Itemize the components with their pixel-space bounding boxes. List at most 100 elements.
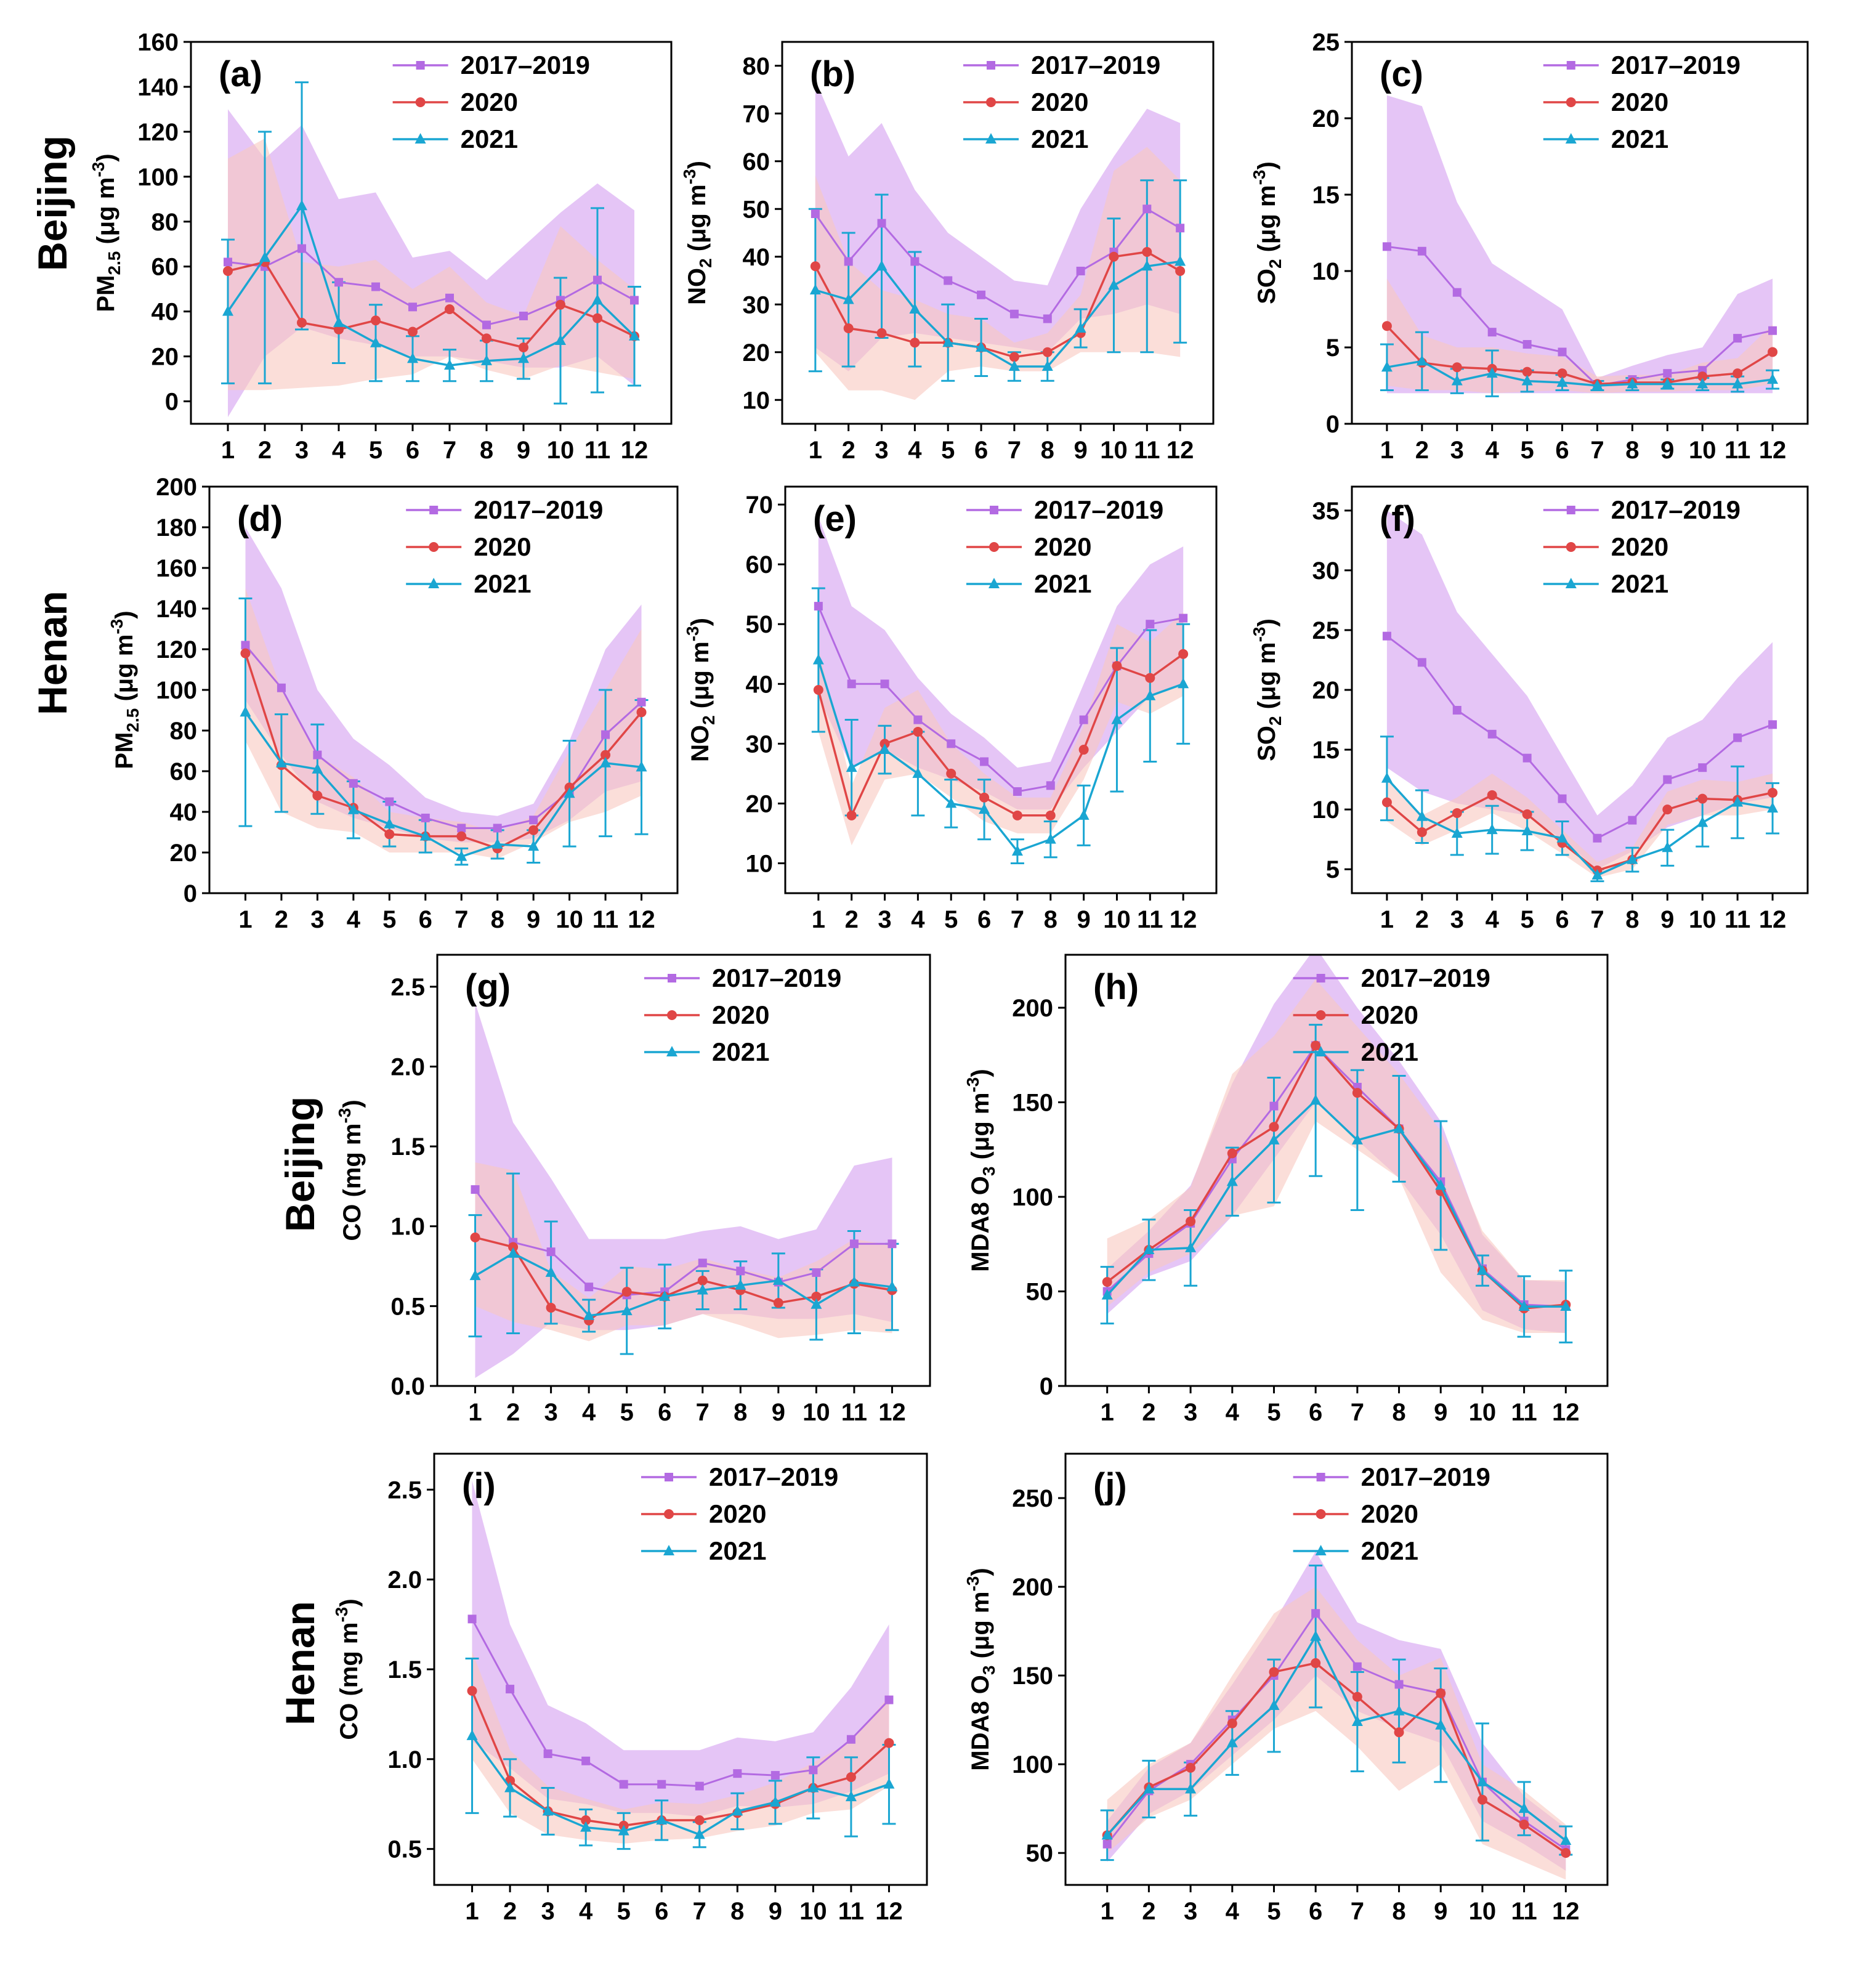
x-tick-label: 5 [1520,906,1534,933]
band-2017-2019 [1386,95,1773,394]
marker-triangle [659,1290,671,1301]
x-axis: 1 2 3 4 5 6 7 8 9 10 11 12 [812,893,1197,933]
marker-triangle [876,260,887,271]
y-label-subscript: 2.5 [123,708,142,732]
marker-square [812,1268,821,1277]
marker-circle [843,323,854,333]
marker-triangle [583,1309,595,1320]
x-tick-label: 1 [809,437,822,464]
x-tick-label: 5 [1267,1898,1280,1925]
marker-circle [846,1772,856,1782]
y-label-subscript: 2 [699,715,718,725]
x-tick-label: 7 [443,437,456,464]
marker-triangle [945,797,957,808]
legend-marker-circle [415,97,426,107]
marker-circle [1768,787,1778,798]
marker-triangle [812,654,824,665]
y-label-subscript: 2 [696,258,715,268]
x-tick-label: 12 [1552,1399,1580,1426]
x-tick-label: 12 [878,1399,906,1426]
marker-square [1043,314,1052,323]
y-label-close: ) [92,153,119,161]
legend: 2017–2019 2020 2021 [1543,495,1741,598]
marker-triangle [592,294,603,305]
marker-square [1487,729,1497,739]
marker-triangle [296,200,307,211]
y-tick-label: 0 [165,389,179,416]
y-label-subscript: 2.5 [105,251,124,275]
x-tick-label: 5 [617,1898,631,1925]
y-label-close: ) [967,1069,994,1077]
region-label-beijing-1: Beijing [30,136,75,271]
y-tick-label: 150 [1012,1663,1053,1690]
y-tick-label: 0 [1326,411,1340,438]
error-bars-2021 [811,587,1191,864]
marker-circle [1012,810,1022,820]
marker-triangle [1045,833,1056,844]
marker-circle [556,299,565,310]
x-tick-label: 4 [1226,1399,1240,1426]
x-tick-label: 5 [941,437,955,464]
legend: 2017–2019 2020 2021 [644,963,841,1066]
marker-square [814,602,823,611]
marker-triangle [886,1281,898,1292]
y-tick-label: 0 [1040,1373,1053,1400]
x-tick-label: 3 [878,906,891,933]
series-markers-2017-2019 [1382,631,1777,843]
legend-label: 2020 [1034,532,1091,561]
y-label-close: ) [1253,618,1280,626]
legend: 2017–2019 2020 2021 [1293,1462,1490,1565]
marker-triangle [259,251,270,262]
x-tick-label: 2 [503,1898,517,1925]
marker-circle [1078,745,1089,755]
x-tick-label: 2 [1415,906,1429,933]
x-tick-label: 3 [1184,1399,1197,1426]
x-tick-label: 11 [1134,437,1160,464]
series-markers-2021 [469,1247,898,1320]
y-tick-label: 1.0 [390,1213,425,1241]
marker-square [947,739,956,748]
x-tick-label: 6 [977,906,991,933]
marker-triangle [1732,378,1744,389]
legend-label: 2020 [1611,87,1668,116]
marker-square [887,1239,897,1249]
x-tick-label: 6 [1309,1898,1322,1925]
marker-square [1179,614,1188,623]
plot-area [808,80,1187,400]
y-label-base: SO [1253,726,1280,761]
y-label-subscript: 2 [1266,716,1285,726]
series-markers-2021 [1381,355,1779,390]
legend-marker-triangle [414,133,426,144]
legend-label: 2017–2019 [709,1462,838,1491]
series-line-2017-2019 [227,247,635,326]
marker-circle [600,750,611,760]
series-markers-2021 [809,255,1186,371]
y-axis: 0 20 40 60 80 100 120 140 160 180 200 [156,474,209,907]
marker-square [1352,1662,1362,1671]
legend: 2017–2019 2020 2021 [1293,963,1490,1066]
plot-area [468,1002,899,1378]
marker-triangle [1627,378,1638,389]
marker-triangle [312,763,323,774]
y-tick-label: 1.5 [387,1656,422,1683]
marker-square [1176,224,1185,233]
y-tick-label: 200 [1012,1574,1053,1601]
y-tick-label: 5 [1326,856,1340,883]
y-tick-label: 30 [746,731,774,758]
marker-circle [1519,1820,1529,1830]
marker-triangle [693,1828,705,1839]
y-tick-label: 60 [152,254,179,281]
band-2020 [475,1162,892,1342]
y-tick-label: 70 [743,100,770,128]
marker-triangle [518,352,529,363]
marker-circle [811,1291,822,1302]
x-tick-label: 2 [275,906,288,933]
y-label-superscript: -3 [963,1576,982,1592]
marker-triangle [542,1805,554,1816]
x-tick-label: 6 [658,1399,671,1426]
marker-triangle [1697,378,1708,389]
y-label-unit: (μg m [92,177,119,251]
series-markers-2021 [812,654,1189,856]
marker-circle [1522,809,1532,819]
legend-label: 2017–2019 [1034,495,1163,524]
